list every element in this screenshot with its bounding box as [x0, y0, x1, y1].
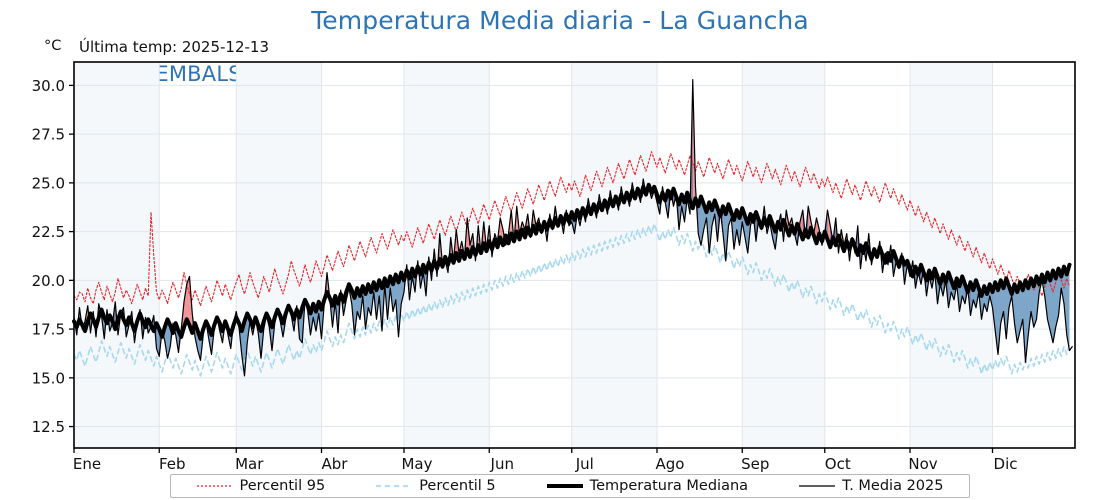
month-band: [742, 62, 825, 448]
y-tick-label: 12.5: [32, 418, 65, 436]
series-t-media-2025: [73, 78, 1073, 377]
fill-above-median: [448, 217, 476, 273]
page-title: Temperatura Media diaria - La Guancha: [311, 6, 809, 35]
y-tick-label: 30.0: [32, 77, 65, 95]
legend-label-percentil-95: Percentil 95: [239, 478, 326, 494]
legend-label-t-media-2025: T. Media 2025: [842, 478, 944, 494]
x-tick-label: Feb: [159, 455, 186, 473]
legend-label-temperatura-mediana: Temperatura Mediana: [589, 478, 749, 494]
y-tick-label: 15.0: [32, 369, 65, 387]
plot-frame: [73, 61, 1076, 449]
y-tick-label: 20.0: [32, 272, 65, 290]
month-band: [74, 62, 160, 448]
legend-item-percentil-5: Percentil 5: [376, 478, 496, 494]
legend-swatch-t-media-2025: [799, 485, 836, 487]
legend-item-percentil-95: Percentil 95: [196, 478, 326, 494]
x-tick-label: Ago: [656, 455, 685, 473]
legend-swatch-temperatura-mediana: [546, 484, 583, 488]
x-tick-label: May: [401, 455, 432, 473]
month-band: [910, 62, 993, 448]
legend-swatch-percentil-95: [196, 485, 233, 487]
legend-item-temperatura-mediana: Temperatura Mediana: [546, 478, 749, 494]
legend-swatch-percentil-5: [376, 485, 413, 487]
x-tick-label: Jun: [490, 455, 514, 473]
chart-legend: Percentil 95 Percentil 5 Temperatura Med…: [170, 474, 970, 498]
fill-below-median: [305, 272, 327, 339]
series-temperatura-mediana: [72, 182, 1072, 341]
x-tick-label: Dic: [994, 455, 1018, 473]
legend-item-t-media-2025: T. Media 2025: [799, 478, 943, 494]
x-tick-label: Oct: [825, 455, 851, 473]
y-axis-unit-label: °C: [44, 38, 62, 54]
series-percentil-5: [73, 223, 1071, 377]
series-percentil-95: [73, 151, 1071, 307]
x-tick-label: Jul: [575, 455, 594, 473]
x-tick-label: Sep: [741, 455, 769, 473]
x-tick-label: Abr: [322, 455, 349, 473]
x-tick-label: Ene: [73, 455, 101, 473]
x-tick-label: Nov: [908, 455, 937, 473]
month-band: [236, 62, 322, 448]
legend-label-percentil-5: Percentil 5: [419, 478, 496, 494]
month-band: [571, 62, 657, 448]
last-temp-label: Última temp: 2025-12-13: [79, 38, 270, 56]
y-tick-label: 22.5: [32, 223, 65, 241]
x-tick-label: Mar: [235, 455, 264, 473]
y-tick-label: 27.5: [32, 126, 65, 144]
fill-below-median: [912, 260, 919, 289]
y-tick-label: 25.0: [32, 174, 65, 192]
y-tick-label: 17.5: [32, 321, 65, 339]
